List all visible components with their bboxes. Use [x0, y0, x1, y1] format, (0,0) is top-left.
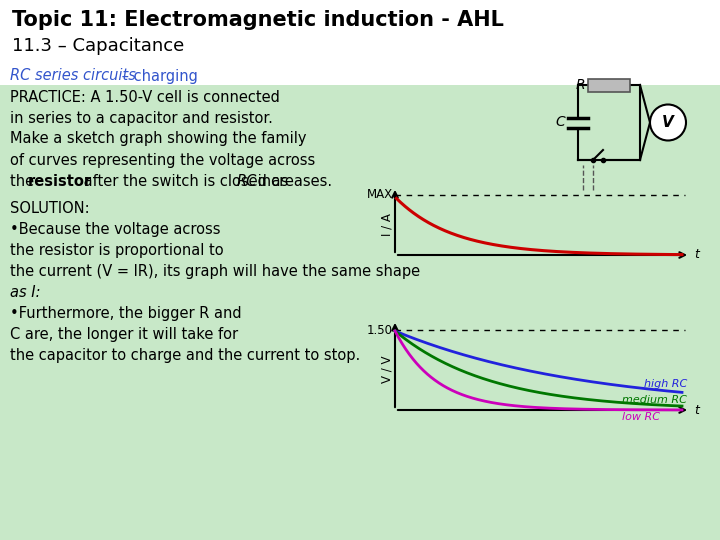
Text: V: V: [662, 115, 674, 130]
Text: the capacitor to charge and the current to stop.: the capacitor to charge and the current …: [10, 348, 360, 363]
Text: in series to a capacitor and resistor.: in series to a capacitor and resistor.: [10, 111, 273, 125]
Text: I / A: I / A: [380, 213, 393, 236]
Text: SOLUTION:: SOLUTION:: [10, 201, 89, 216]
Text: as I:: as I:: [10, 285, 40, 300]
Text: the current (V = IR), its graph will have the same shape: the current (V = IR), its graph will hav…: [10, 264, 420, 279]
Circle shape: [650, 105, 686, 140]
Bar: [0, 85, 720, 540]
Text: PRACTICE: A 1.50-V cell is connected: PRACTICE: A 1.50-V cell is connected: [10, 90, 280, 105]
Bar: [588, 78, 630, 91]
Text: low RC: low RC: [622, 412, 660, 422]
Bar: [0, 0, 720, 85]
Text: the: the: [10, 173, 39, 188]
Text: Make a sketch graph showing the family: Make a sketch graph showing the family: [10, 132, 307, 146]
Text: – charging: – charging: [117, 69, 198, 84]
Text: 1.50: 1.50: [367, 323, 393, 336]
Text: high RC: high RC: [644, 380, 687, 389]
Text: t: t: [694, 248, 699, 261]
Text: resistor: resistor: [28, 173, 92, 188]
Text: RC: RC: [237, 173, 257, 188]
Text: increases.: increases.: [253, 173, 332, 188]
Text: R: R: [575, 78, 585, 92]
Text: t: t: [694, 403, 699, 416]
Text: 11.3 – Capacitance: 11.3 – Capacitance: [12, 37, 184, 55]
Text: •Because the voltage across: •Because the voltage across: [10, 222, 220, 237]
Text: Topic 11: Electromagnetic induction - AHL: Topic 11: Electromagnetic induction - AH…: [12, 10, 504, 30]
Text: MAX: MAX: [367, 188, 393, 201]
Text: C are, the longer it will take for: C are, the longer it will take for: [10, 327, 238, 342]
Text: medium RC: medium RC: [622, 395, 687, 405]
Text: V / V: V / V: [380, 356, 393, 383]
Text: C: C: [555, 116, 565, 130]
Text: of curves representing the voltage across: of curves representing the voltage acros…: [10, 152, 315, 167]
Text: •Furthermore, the bigger R and: •Furthermore, the bigger R and: [10, 306, 242, 321]
Text: RC series circuits: RC series circuits: [10, 69, 136, 84]
Text: after the switch is closed as: after the switch is closed as: [79, 173, 293, 188]
Text: the resistor is proportional to: the resistor is proportional to: [10, 243, 224, 258]
